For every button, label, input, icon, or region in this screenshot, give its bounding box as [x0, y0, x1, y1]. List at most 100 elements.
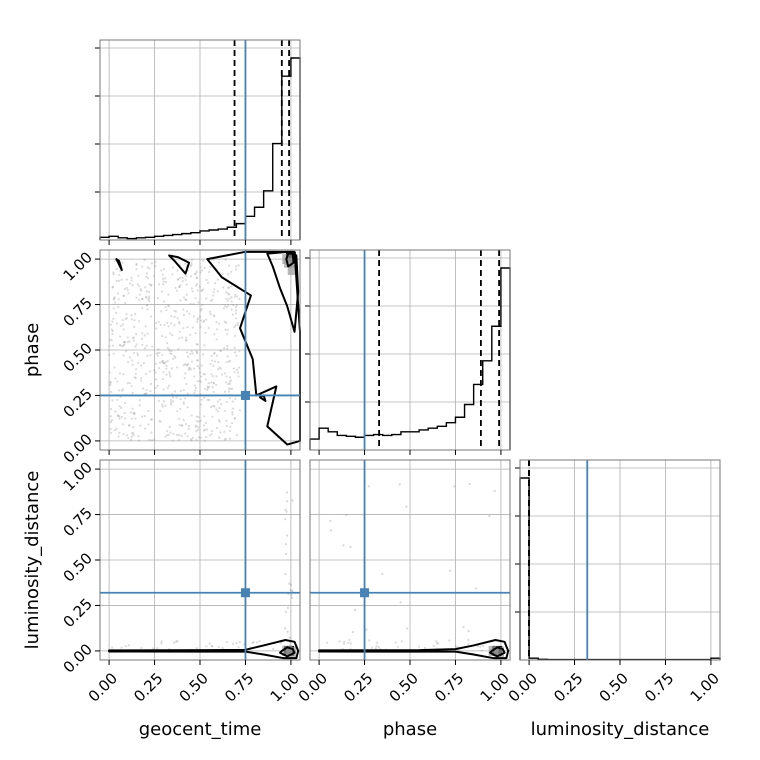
sample-point — [193, 272, 197, 276]
sample-point — [192, 302, 195, 305]
sample-point — [227, 360, 230, 363]
sample-point — [193, 391, 196, 395]
sample-point — [187, 363, 190, 366]
sample-point — [182, 364, 185, 367]
sample-point — [207, 281, 210, 284]
sample-point — [125, 434, 129, 437]
sample-point — [279, 641, 283, 645]
sample-point — [130, 318, 133, 321]
sample-point — [108, 345, 111, 348]
sample-point — [284, 610, 288, 614]
sample-point — [112, 271, 115, 274]
sample-point — [142, 361, 145, 365]
sample-point — [122, 344, 125, 347]
sample-point — [190, 350, 193, 353]
sample-point — [165, 434, 169, 437]
sample-point — [182, 401, 185, 404]
sample-point — [149, 390, 152, 393]
sample-point — [127, 436, 130, 440]
sample-point — [140, 377, 143, 380]
sample-point — [131, 284, 134, 287]
sample-point — [134, 345, 137, 348]
sample-point — [158, 419, 161, 423]
y-tick-label: 1.00 — [60, 458, 96, 494]
sample-point — [165, 308, 168, 312]
sample-point — [218, 436, 221, 439]
sample-point — [202, 424, 206, 427]
sample-point — [109, 381, 112, 384]
sample-point — [173, 641, 176, 644]
sample-point — [124, 350, 128, 353]
sample-point — [185, 310, 189, 313]
sample-point — [128, 382, 131, 385]
sample-point — [190, 261, 193, 264]
sample-point — [233, 295, 236, 298]
sample-point — [167, 305, 171, 308]
sample-point — [114, 410, 117, 413]
sample-point — [179, 398, 182, 401]
sample-point — [183, 397, 187, 400]
sample-point — [225, 361, 228, 364]
sample-point — [130, 276, 133, 279]
sample-point — [231, 400, 234, 403]
sample-point — [171, 334, 174, 337]
sample-point — [132, 325, 136, 328]
sample-point — [199, 271, 202, 274]
sample-point — [218, 322, 221, 325]
sample-point — [219, 431, 222, 434]
sample-point — [286, 500, 289, 503]
sample-point — [117, 298, 120, 301]
sample-point — [225, 419, 228, 422]
sample-point — [338, 640, 341, 643]
sample-point — [157, 348, 160, 351]
sample-point — [152, 647, 155, 650]
sample-point — [121, 261, 124, 264]
sample-point — [165, 367, 168, 370]
sample-point — [144, 372, 147, 376]
sample-point — [112, 317, 115, 320]
sample-point — [146, 308, 149, 311]
sample-point — [197, 436, 201, 439]
sample-point — [191, 436, 194, 440]
sample-point — [224, 304, 227, 308]
sample-point — [120, 278, 123, 281]
sample-point — [148, 283, 151, 286]
sample-point — [113, 259, 116, 262]
sample-point — [160, 640, 163, 643]
sample-point — [115, 322, 119, 325]
sample-point — [119, 344, 122, 347]
sample-point — [219, 349, 222, 353]
sample-point — [174, 286, 177, 290]
sample-point — [167, 325, 170, 328]
sample-point — [109, 427, 112, 431]
sample-point — [123, 341, 126, 344]
sample-point — [229, 387, 232, 390]
sample-point — [217, 361, 220, 364]
sample-point — [195, 430, 198, 433]
sample-point — [143, 427, 147, 430]
sample-point — [176, 269, 179, 272]
sample-point — [162, 277, 165, 281]
sample-point — [195, 270, 198, 274]
sample-point — [203, 428, 207, 431]
x-tick-label: 0.25 — [550, 669, 586, 705]
sample-point — [219, 367, 222, 370]
sample-point — [195, 320, 199, 324]
sample-point — [130, 432, 134, 435]
sample-point — [138, 293, 141, 296]
x-tick-label: 0.50 — [596, 669, 632, 705]
sample-point — [210, 373, 213, 376]
sample-point — [133, 319, 136, 322]
sample-point — [290, 593, 293, 597]
sample-point — [436, 642, 439, 645]
sample-point — [135, 343, 138, 346]
sample-point — [150, 439, 153, 442]
sample-point — [228, 297, 231, 300]
sample-point — [223, 438, 226, 441]
sample-point — [137, 274, 140, 277]
sample-point — [205, 278, 208, 282]
sample-point — [371, 646, 374, 649]
sample-point — [206, 398, 209, 402]
sample-point — [118, 372, 122, 375]
sample-point — [155, 327, 158, 330]
